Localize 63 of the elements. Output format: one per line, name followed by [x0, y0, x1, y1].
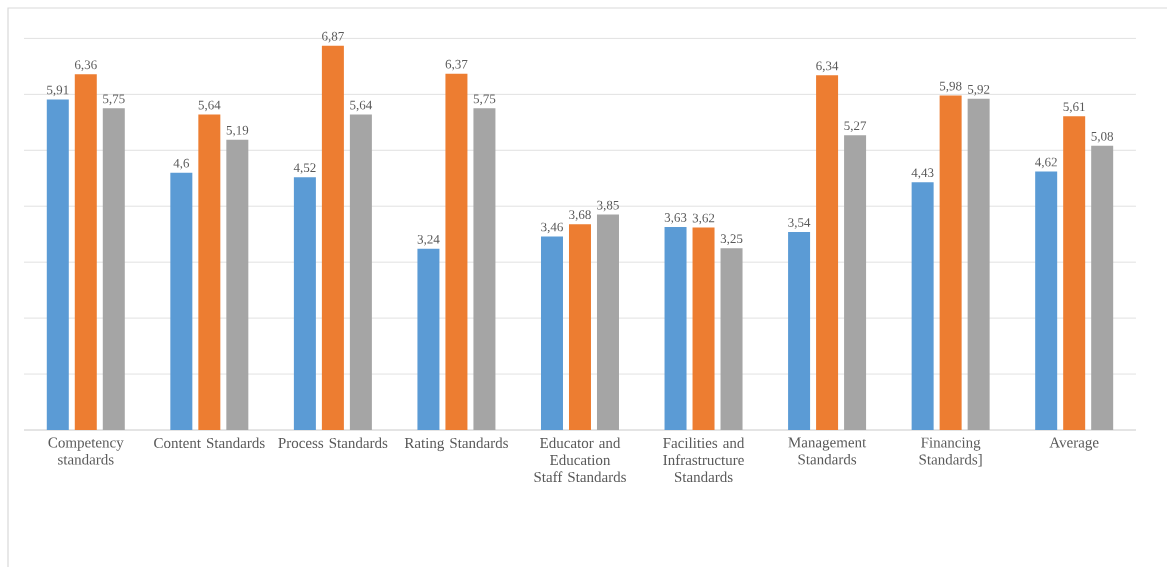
data-label: 3,25: [720, 234, 743, 245]
data-label: 6,37: [445, 59, 468, 71]
x-tick-label: Rating Standards: [404, 437, 508, 452]
bar: [293, 177, 316, 430]
bar: [226, 139, 249, 430]
bar: [74, 74, 97, 430]
bar: [349, 114, 372, 430]
bar: [939, 95, 962, 430]
data-label: 5,64: [198, 100, 221, 112]
bar: [816, 75, 839, 430]
bar: [1063, 116, 1086, 430]
bar: [788, 231, 811, 430]
data-label: 5,92: [968, 85, 990, 96]
bar: [417, 248, 440, 430]
data-label: 5,75: [473, 94, 496, 106]
bar: [596, 214, 619, 430]
bar: [692, 227, 715, 430]
data-label: 5,64: [350, 100, 373, 112]
data-label: 3,63: [664, 213, 687, 224]
x-tick-label: Process Standards: [278, 437, 388, 449]
data-label: 4,62: [1035, 157, 1057, 169]
data-label: 5,91: [47, 85, 69, 97]
data-label: 4,43: [911, 168, 934, 179]
data-label: 3,46: [541, 222, 563, 234]
data-label: 6,87: [322, 31, 344, 43]
data-label: 5,19: [226, 125, 249, 137]
bar: [1091, 145, 1114, 430]
bar: [540, 236, 563, 430]
bar: [911, 182, 934, 430]
data-label: 5,61: [1063, 102, 1085, 113]
bar: [568, 224, 591, 430]
x-tick-label: Average: [1049, 437, 1099, 451]
x-tick-label: Management Standards: [788, 437, 867, 465]
bar: [198, 114, 221, 430]
x-tick-label: Content Standards: [154, 437, 265, 449]
bar: [720, 248, 743, 430]
data-label: 5,08: [1091, 131, 1114, 143]
data-label: 3,85: [597, 200, 619, 212]
bar: [844, 135, 867, 430]
bar: [170, 172, 193, 430]
bar: [321, 45, 344, 430]
bar: [664, 226, 687, 430]
data-label: 3,62: [692, 213, 715, 225]
bar: [46, 99, 69, 430]
x-tick-label: Competency standards: [48, 437, 124, 465]
data-label: 4,52: [293, 163, 316, 174]
data-label: 6,36: [74, 60, 97, 72]
x-tick-label: Facilities and Infrastructure Standards: [663, 437, 745, 483]
bar: [1035, 171, 1058, 430]
bar: [473, 108, 496, 430]
data-label: 4,6: [173, 158, 190, 170]
data-label: 5,98: [940, 81, 962, 93]
bar: [102, 108, 125, 430]
bar: [445, 73, 468, 430]
data-label: 5,27: [844, 121, 867, 132]
data-label: 3,54: [788, 218, 811, 229]
x-tick-label: Educator and Education Staff Standards: [534, 437, 626, 483]
data-label: 3,68: [569, 210, 591, 221]
data-label: 3,24: [417, 234, 440, 246]
data-label: 6,34: [816, 61, 839, 73]
bar: [967, 98, 990, 430]
x-tick-label: Financing Standards]: [919, 437, 982, 467]
data-label: 5,75: [103, 94, 125, 106]
